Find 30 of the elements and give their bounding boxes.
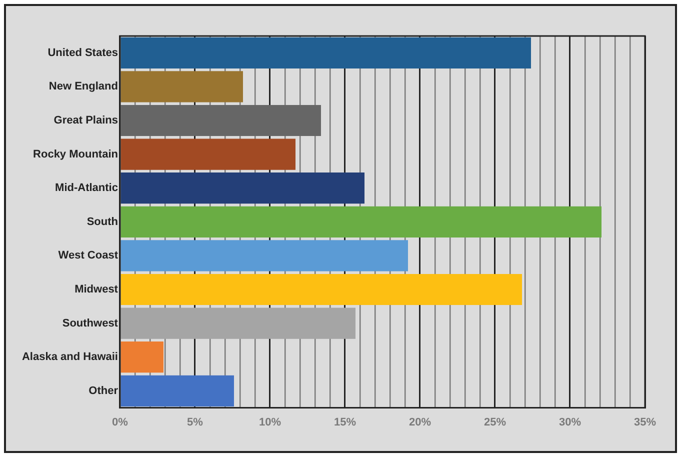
bar (120, 308, 356, 339)
x-tick-label: 15% (334, 416, 356, 428)
y-tick-label: Rocky Mountain (33, 148, 118, 160)
y-tick-label: West Coast (58, 250, 118, 262)
y-tick-label: Great Plains (54, 114, 118, 127)
x-tick-label: 5% (187, 416, 204, 428)
x-tick-label: 10% (258, 416, 282, 428)
bar (120, 240, 408, 272)
bar (120, 104, 321, 136)
y-tick-label: Other (88, 384, 119, 397)
bar (120, 342, 164, 373)
y-tick-label: New England (48, 80, 118, 93)
y-tick-label: South (86, 216, 118, 228)
x-tick-label: 20% (408, 416, 432, 428)
bar (120, 71, 243, 102)
y-tick-label: Southwest (62, 317, 118, 330)
x-tick-label: 0% (112, 416, 128, 428)
bar (120, 375, 234, 406)
y-tick-label: Mid-Atlantic (55, 182, 118, 194)
y-tick-label: Midwest (74, 284, 118, 296)
bar (120, 172, 364, 204)
y-tick-label: Alaska and Hawaii (22, 351, 118, 364)
y-tick-label: United States (48, 46, 118, 59)
bar (120, 206, 602, 238)
x-tick-label: 35% (634, 416, 656, 428)
x-tick-label: 25% (484, 416, 506, 428)
bar (120, 138, 296, 170)
bar (120, 274, 522, 306)
x-tick-label: 30% (558, 416, 582, 428)
bar (120, 37, 531, 68)
